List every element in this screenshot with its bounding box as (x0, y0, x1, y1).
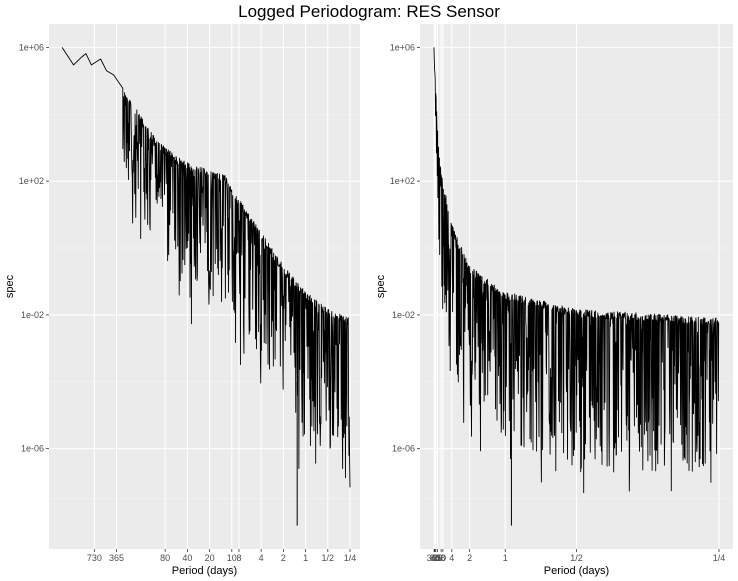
y-tick-label: 1e+02 (19, 176, 44, 186)
x-tick-label: 1/2 (322, 553, 335, 563)
x-tick-label: 20 (205, 553, 215, 563)
x-tick-label: 40 (182, 553, 192, 563)
x-tick-label: 10 (227, 553, 237, 563)
y-tick-label: 1e-06 (21, 444, 44, 454)
periodogram-series-line (61, 47, 351, 488)
x-tick-label: 4 (259, 553, 264, 563)
x-tick-label: 1/2 (570, 553, 583, 563)
x-tick-label: 20 (433, 553, 443, 563)
y-tick-label: 1e-02 (21, 310, 44, 320)
x-tick-label: 8 (236, 553, 241, 563)
y-axis-title: spec (4, 274, 16, 298)
x-tick-label: 8 (440, 553, 445, 563)
x-tick-label: 2 (467, 553, 472, 563)
x-tick-label: 4 (449, 553, 454, 563)
y-tick-label: 1e+06 (19, 42, 44, 52)
chart-title: Logged Periodogram: RES Sensor (238, 2, 500, 21)
y-tick-label: 1e-06 (392, 444, 415, 454)
panel-left: 1e+06 1e+02 1e-02 1e-06 730 365 80 40 20 10 8 4 2 1 1/… (4, 24, 360, 577)
y-tick-label: 1e-02 (392, 310, 415, 320)
x-tick-label: 1 (503, 553, 508, 563)
y-tick-label: 1e+02 (390, 176, 415, 186)
x-tick-label: 1/4 (344, 553, 357, 563)
x-tick-label: 2 (281, 553, 286, 563)
x-tick-label: 365 (427, 553, 442, 563)
plot-background (49, 24, 360, 549)
x-tick-label: 730 (87, 553, 102, 563)
periodogram-series-line (433, 47, 720, 494)
x-axis-title: Period (days) (172, 565, 237, 577)
x-tick-label: 1/4 (713, 553, 726, 563)
x-tick-label: 1 (303, 553, 308, 563)
x-tick-label: 365 (109, 553, 124, 563)
x-axis-title: Period (days) (544, 565, 609, 577)
x-tick-label: 40 (431, 553, 441, 563)
x-tick-label: 80 (160, 553, 170, 563)
x-tick-label: 10 (436, 553, 446, 563)
y-axis-title: spec (375, 274, 387, 298)
y-tick-label: 1e+06 (390, 42, 415, 52)
x-tick-label: 80 (430, 553, 440, 563)
